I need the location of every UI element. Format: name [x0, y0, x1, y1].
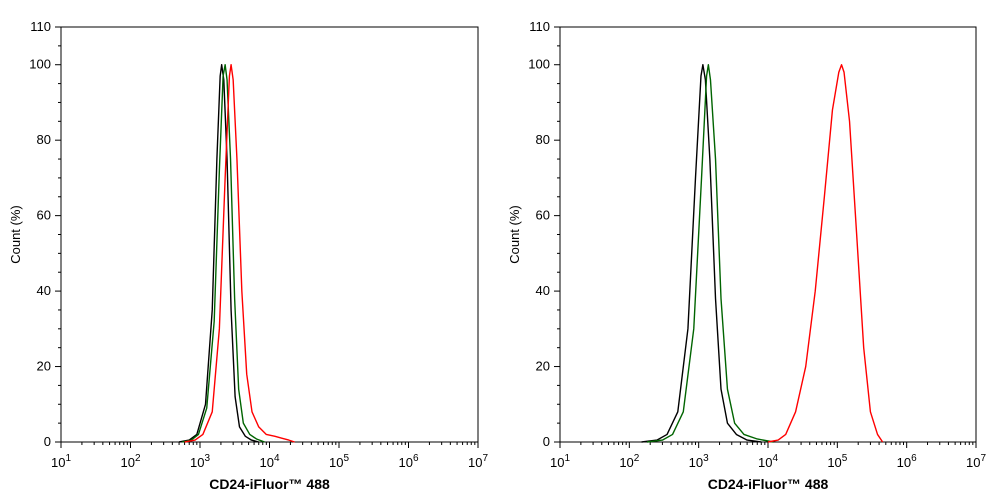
plot-frame	[60, 26, 479, 443]
x-tick-label: 104	[758, 453, 778, 470]
x-tick-label: 107	[468, 453, 488, 470]
y-axis-title: Count (%)	[8, 205, 23, 264]
x-tick-label: 101	[51, 453, 71, 470]
histogram-curve-2	[646, 64, 774, 443]
x-tick-label: 102	[619, 453, 639, 470]
x-tick-label: 103	[190, 453, 210, 470]
x-tick-label: 105	[329, 453, 349, 470]
y-tick-label: 100	[528, 57, 550, 72]
x-tick-label: 104	[259, 453, 279, 470]
x-tick-label: 106	[398, 453, 418, 470]
y-tick-label: 0	[44, 434, 51, 449]
y-axis-title: Count (%)	[507, 205, 522, 264]
y-tick-label: 60	[37, 208, 51, 223]
x-tick-label: 105	[827, 453, 847, 470]
histogram-curve-3	[184, 64, 295, 443]
x-tick-label: 103	[689, 453, 709, 470]
y-tick-label: 100	[29, 57, 51, 72]
histogram-curve-1	[178, 64, 259, 443]
x-tick-label: 107	[966, 453, 986, 470]
y-tick-label: 0	[543, 434, 550, 449]
y-tick-label: 40	[37, 283, 51, 298]
x-tick-label: 101	[550, 453, 570, 470]
x-tick-label: 106	[897, 453, 917, 470]
x-tick-label: 102	[120, 453, 140, 470]
y-tick-label: 110	[529, 19, 550, 34]
y-tick-label: 20	[536, 359, 550, 374]
histogram-curve-2	[181, 64, 265, 443]
y-tick-label: 80	[536, 132, 550, 147]
y-tick-label: 40	[536, 283, 550, 298]
chart-panel-2: 0 20 40 60 80 100 110 101 102 103 104 105 106 107 Coun…	[507, 19, 986, 492]
x-axis-title: CD24-iFluor™ 488	[209, 476, 330, 492]
histogram-curve-1	[641, 64, 762, 443]
y-tick-label: 60	[536, 208, 550, 223]
y-tick-label: 80	[37, 132, 51, 147]
y-tick-label: 110	[30, 19, 51, 34]
x-axis-title: CD24-iFluor™ 488	[708, 476, 829, 492]
histogram-curve-3	[767, 64, 884, 443]
plot-frame	[559, 26, 977, 443]
chart-panel-1: 0 20 40 60 80 100 110 101 102 103 104 105 106 107 Coun…	[8, 19, 488, 492]
y-tick-label: 20	[37, 359, 51, 374]
